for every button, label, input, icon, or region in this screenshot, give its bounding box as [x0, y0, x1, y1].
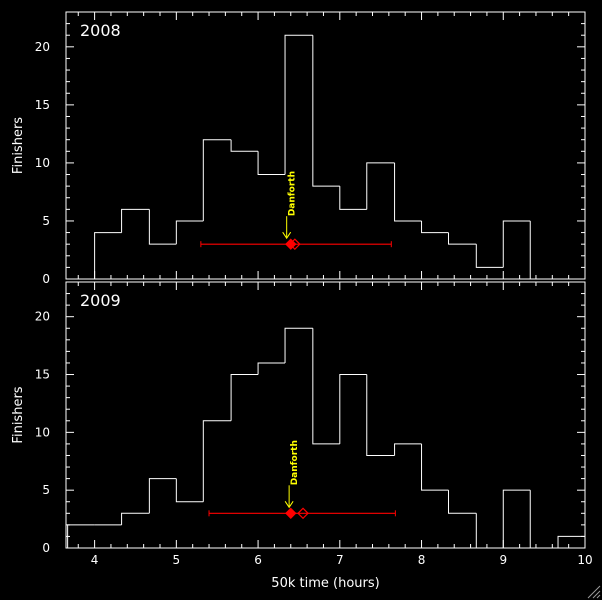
panel-2-annotation-arrow-head [284, 501, 294, 509]
panel-1-y-tick-label: 0 [42, 272, 50, 286]
panel-2-histogram-bar [339, 374, 367, 444]
x-tick-label: 5 [173, 553, 181, 567]
panel-1-y-tick-label: 20 [35, 40, 50, 54]
panel-1-year-label: 2008 [80, 21, 121, 40]
panel-2-histogram-bar [148, 478, 177, 514]
x-tick-label: 8 [418, 553, 426, 567]
panel-1-y-tick-label: 15 [35, 98, 50, 112]
panel-1-histogram-bar [257, 151, 286, 176]
panel-1-histogram-bar [502, 220, 531, 268]
panel-2-histogram-bar [529, 490, 559, 549]
resize-grip-icon [587, 585, 601, 599]
x-tick-label: 10 [577, 553, 592, 567]
x-tick-label: 9 [499, 553, 507, 567]
panel-1-histogram-bar [148, 209, 177, 245]
x-tick-label: 6 [254, 553, 262, 567]
panel-2-year-label: 2009 [80, 291, 121, 310]
panel-2-histogram-bar [67, 524, 95, 548]
panel-2-histogram-bar [230, 374, 259, 421]
panel-1-histogram-bar [94, 232, 122, 279]
panel-1-y-axis-label: Finishers [11, 117, 26, 174]
x-tick-label: 4 [91, 553, 99, 567]
panel-2-y-tick-label: 15 [35, 368, 50, 382]
panel-2-plot-frame [65, 281, 586, 549]
x-tick-label: 7 [336, 553, 344, 567]
panel-2-histogram-bar [366, 374, 395, 456]
panel-2-filled-diamond-marker [285, 507, 297, 520]
panel-1-histogram-bar [475, 244, 504, 268]
x-axis-label: 50k time (hours) [271, 576, 379, 591]
panel-2-open-diamond-marker [297, 507, 309, 520]
panel-1-plot-frame [65, 11, 586, 280]
panel-2-histogram-bar [557, 535, 585, 548]
panel-1-histogram-bar [175, 220, 204, 245]
panel-2-histogram-bar [475, 513, 504, 549]
panel-2-histogram-bar [394, 443, 422, 456]
panel-2-histogram-bar [312, 328, 340, 445]
panel-2-histogram-bar [284, 327, 313, 363]
panel-1-histogram-bar [202, 139, 232, 221]
panel-2-annotation-label: Danforth [290, 440, 300, 485]
panel-1-histogram-bar [312, 35, 340, 187]
panel-1-histogram-bar [394, 162, 422, 222]
panel-1-histogram-bar [366, 162, 395, 210]
panel-2-histogram-bar [421, 443, 449, 491]
panel-1-histogram-bar [448, 232, 477, 245]
panel-2-histogram-bar [121, 512, 150, 525]
panel-1-histogram-bar [230, 139, 259, 152]
panel-1-annotation-label: Danforth [288, 171, 298, 216]
panel-1-y-tick-label: 10 [35, 156, 50, 170]
panel-2-y-tick-label: 10 [35, 425, 50, 439]
panel-1-annotation-arrow-head [282, 231, 292, 240]
panel-2-histogram-bar [175, 478, 204, 503]
panel-1-histogram-bar [339, 186, 367, 210]
panel-1-y-tick-label: 5 [42, 214, 50, 228]
panel-2-y-tick-label: 5 [42, 483, 50, 497]
panel-2-histogram-bar [202, 420, 232, 502]
panel-2-y-tick-label: 20 [35, 310, 50, 324]
panel-2-histogram-bar [502, 489, 531, 548]
panel-1-histogram-bar [284, 34, 313, 175]
panel-1-histogram-bar [121, 208, 150, 233]
panel-2-histogram-bar [448, 490, 477, 514]
panel-1-filled-diamond-marker [285, 238, 297, 250]
panel-2-histogram-bar [257, 362, 286, 375]
panel-2-y-axis-label: Finishers [11, 386, 26, 443]
panel-2-y-tick-label: 0 [42, 541, 50, 555]
panel-1-histogram-bar [421, 220, 449, 234]
